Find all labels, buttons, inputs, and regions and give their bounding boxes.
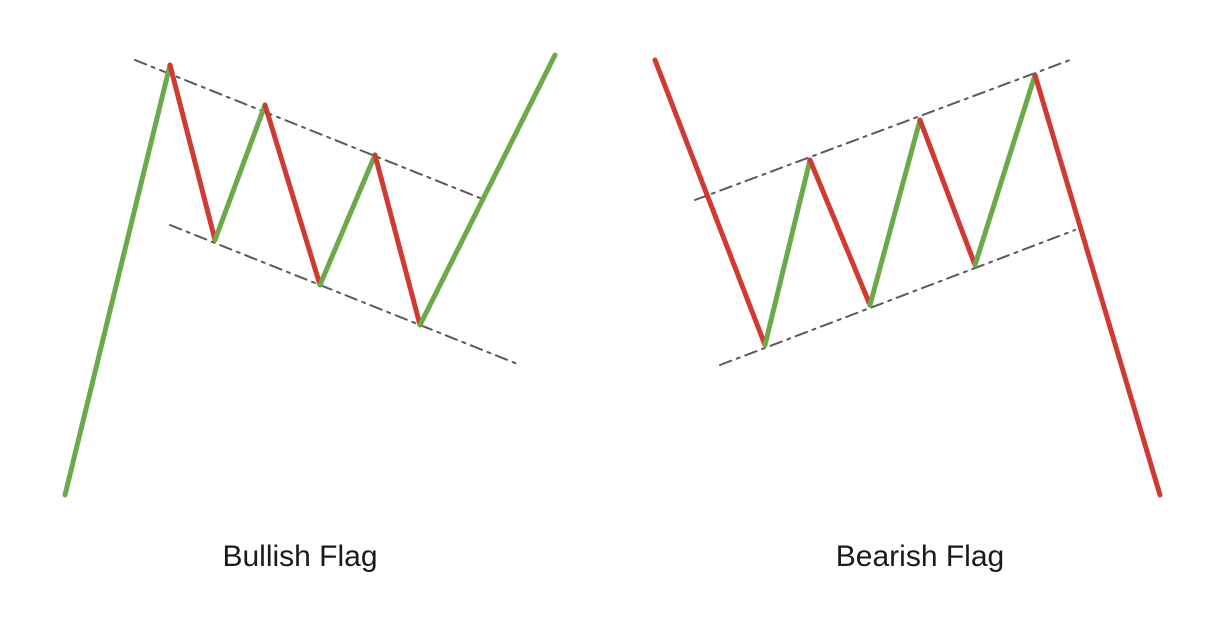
bearish-flag-label: Bearish Flag [770, 540, 1070, 574]
diagram-container: Bullish Flag Bearish Flag [0, 0, 1230, 620]
bullish-flag-label: Bullish Flag [150, 540, 450, 574]
flag-patterns-svg [0, 0, 1230, 620]
